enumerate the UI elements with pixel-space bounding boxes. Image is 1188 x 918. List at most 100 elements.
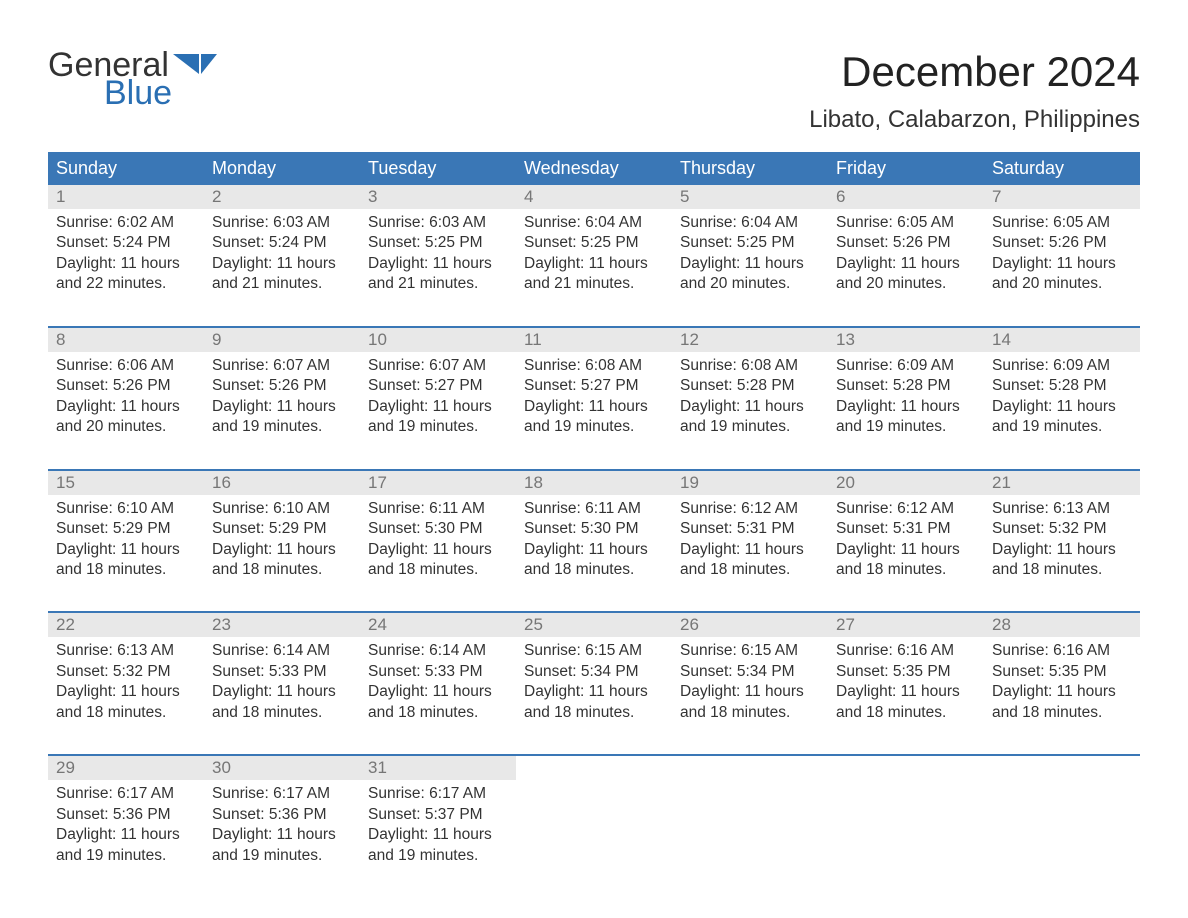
- day-number: [828, 755, 984, 780]
- day-cell: Sunrise: 6:11 AMSunset: 5:30 PMDaylight:…: [516, 495, 672, 587]
- day-header: Saturday: [984, 152, 1140, 185]
- sunrise-text: Sunrise: 6:17 AM: [56, 784, 196, 804]
- dl2-text: and 19 minutes.: [212, 846, 352, 866]
- day-number: [984, 755, 1140, 780]
- day-cell: Sunrise: 6:06 AMSunset: 5:26 PMDaylight:…: [48, 352, 204, 444]
- dl1-text: Daylight: 11 hours: [836, 254, 976, 274]
- day-number: 12: [672, 327, 828, 352]
- dl2-text: and 19 minutes.: [524, 417, 664, 437]
- sunset-text: Sunset: 5:32 PM: [992, 519, 1132, 539]
- day-number: 23: [204, 612, 360, 637]
- dl2-text: and 18 minutes.: [368, 703, 508, 723]
- sunrise-text: Sunrise: 6:15 AM: [524, 641, 664, 661]
- dl2-text: and 18 minutes.: [212, 560, 352, 580]
- sunrise-text: Sunrise: 6:07 AM: [368, 356, 508, 376]
- sunrise-text: Sunrise: 6:03 AM: [212, 213, 352, 233]
- day-cell: Sunrise: 6:16 AMSunset: 5:35 PMDaylight:…: [984, 637, 1140, 729]
- day-number-row: 15161718192021: [48, 470, 1140, 495]
- sunrise-text: Sunrise: 6:12 AM: [680, 499, 820, 519]
- dl1-text: Daylight: 11 hours: [680, 397, 820, 417]
- dl2-text: and 18 minutes.: [524, 560, 664, 580]
- dl1-text: Daylight: 11 hours: [212, 682, 352, 702]
- sunrise-text: Sunrise: 6:02 AM: [56, 213, 196, 233]
- sunset-text: Sunset: 5:35 PM: [836, 662, 976, 682]
- day-cell: Sunrise: 6:15 AMSunset: 5:34 PMDaylight:…: [672, 637, 828, 729]
- day-cell: Sunrise: 6:07 AMSunset: 5:27 PMDaylight:…: [360, 352, 516, 444]
- sunrise-text: Sunrise: 6:08 AM: [524, 356, 664, 376]
- week-divider: [48, 301, 1140, 327]
- dl2-text: and 21 minutes.: [212, 274, 352, 294]
- day-number-row: 22232425262728: [48, 612, 1140, 637]
- day-cell: Sunrise: 6:04 AMSunset: 5:25 PMDaylight:…: [672, 209, 828, 301]
- day-number: 15: [48, 470, 204, 495]
- sunset-text: Sunset: 5:34 PM: [680, 662, 820, 682]
- day-header: Thursday: [672, 152, 828, 185]
- dl2-text: and 18 minutes.: [680, 703, 820, 723]
- day-cell: Sunrise: 6:14 AMSunset: 5:33 PMDaylight:…: [204, 637, 360, 729]
- dl1-text: Daylight: 11 hours: [524, 397, 664, 417]
- sunset-text: Sunset: 5:26 PM: [212, 376, 352, 396]
- sunrise-text: Sunrise: 6:11 AM: [524, 499, 664, 519]
- month-title: December 2024: [809, 48, 1140, 96]
- sunset-text: Sunset: 5:25 PM: [524, 233, 664, 253]
- dl1-text: Daylight: 11 hours: [56, 397, 196, 417]
- sunset-text: Sunset: 5:27 PM: [368, 376, 508, 396]
- sunrise-text: Sunrise: 6:03 AM: [368, 213, 508, 233]
- sunrise-text: Sunrise: 6:12 AM: [836, 499, 976, 519]
- sunrise-text: Sunrise: 6:05 AM: [992, 213, 1132, 233]
- day-header-row: Sunday Monday Tuesday Wednesday Thursday…: [48, 152, 1140, 185]
- dl2-text: and 18 minutes.: [524, 703, 664, 723]
- dl2-text: and 18 minutes.: [368, 560, 508, 580]
- day-number: 17: [360, 470, 516, 495]
- dl1-text: Daylight: 11 hours: [680, 682, 820, 702]
- sunrise-text: Sunrise: 6:13 AM: [56, 641, 196, 661]
- dl2-text: and 20 minutes.: [836, 274, 976, 294]
- day-number: 11: [516, 327, 672, 352]
- sunrise-text: Sunrise: 6:11 AM: [368, 499, 508, 519]
- logo: General Blue: [48, 48, 217, 110]
- day-cell: [828, 780, 984, 872]
- dl1-text: Daylight: 11 hours: [212, 254, 352, 274]
- sunrise-text: Sunrise: 6:14 AM: [368, 641, 508, 661]
- day-cell: Sunrise: 6:17 AMSunset: 5:36 PMDaylight:…: [204, 780, 360, 872]
- day-number: 30: [204, 755, 360, 780]
- sunset-text: Sunset: 5:27 PM: [524, 376, 664, 396]
- dl2-text: and 18 minutes.: [836, 560, 976, 580]
- dl1-text: Daylight: 11 hours: [836, 540, 976, 560]
- day-cell: Sunrise: 6:05 AMSunset: 5:26 PMDaylight:…: [984, 209, 1140, 301]
- sunset-text: Sunset: 5:31 PM: [680, 519, 820, 539]
- day-cell: [672, 780, 828, 872]
- dl2-text: and 19 minutes.: [56, 846, 196, 866]
- day-cell: Sunrise: 6:08 AMSunset: 5:28 PMDaylight:…: [672, 352, 828, 444]
- dl2-text: and 18 minutes.: [56, 560, 196, 580]
- sunrise-text: Sunrise: 6:10 AM: [56, 499, 196, 519]
- dl2-text: and 18 minutes.: [836, 703, 976, 723]
- sunrise-text: Sunrise: 6:16 AM: [992, 641, 1132, 661]
- location: Libato, Calabarzon, Philippines: [809, 106, 1140, 134]
- week-content-row: Sunrise: 6:17 AMSunset: 5:36 PMDaylight:…: [48, 780, 1140, 872]
- day-number: 10: [360, 327, 516, 352]
- day-number: 6: [828, 185, 984, 209]
- sunrise-text: Sunrise: 6:17 AM: [212, 784, 352, 804]
- dl1-text: Daylight: 11 hours: [368, 825, 508, 845]
- dl1-text: Daylight: 11 hours: [524, 540, 664, 560]
- day-number-row: 1234567: [48, 185, 1140, 209]
- dl1-text: Daylight: 11 hours: [212, 825, 352, 845]
- day-header: Sunday: [48, 152, 204, 185]
- sunset-text: Sunset: 5:28 PM: [836, 376, 976, 396]
- day-cell: Sunrise: 6:11 AMSunset: 5:30 PMDaylight:…: [360, 495, 516, 587]
- sunset-text: Sunset: 5:33 PM: [368, 662, 508, 682]
- dl2-text: and 20 minutes.: [680, 274, 820, 294]
- sunrise-text: Sunrise: 6:07 AM: [212, 356, 352, 376]
- day-cell: Sunrise: 6:09 AMSunset: 5:28 PMDaylight:…: [984, 352, 1140, 444]
- dl1-text: Daylight: 11 hours: [368, 540, 508, 560]
- sunset-text: Sunset: 5:24 PM: [212, 233, 352, 253]
- dl1-text: Daylight: 11 hours: [992, 682, 1132, 702]
- calendar-table: Sunday Monday Tuesday Wednesday Thursday…: [48, 152, 1140, 872]
- dl1-text: Daylight: 11 hours: [836, 397, 976, 417]
- day-cell: Sunrise: 6:08 AMSunset: 5:27 PMDaylight:…: [516, 352, 672, 444]
- dl2-text: and 18 minutes.: [56, 703, 196, 723]
- day-number: 7: [984, 185, 1140, 209]
- sunset-text: Sunset: 5:28 PM: [680, 376, 820, 396]
- dl1-text: Daylight: 11 hours: [368, 682, 508, 702]
